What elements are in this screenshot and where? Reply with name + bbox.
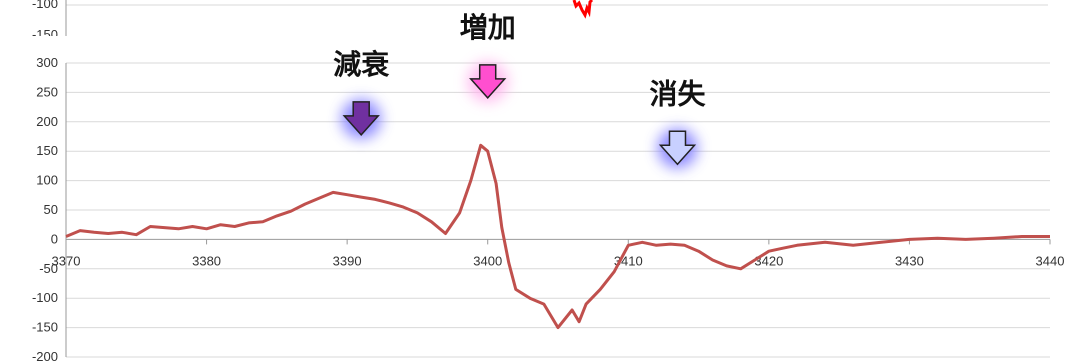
annotation: 消失 <box>649 77 706 169</box>
x-tick-label: 3430 <box>895 253 924 268</box>
y-tick-label: -200 <box>32 349 58 363</box>
x-tick-label: 3440 <box>1036 253 1065 268</box>
annotation: 減衰 <box>333 48 390 139</box>
series-line <box>65 143 1050 330</box>
y-tick-label: -150 <box>32 320 58 335</box>
y-tick-label: 50 <box>44 202 58 217</box>
y-tick-label: 0 <box>51 231 58 246</box>
x-tick-label: 3420 <box>754 253 783 268</box>
fragment-series-line <box>572 0 594 19</box>
y-tick-label: 200 <box>36 114 58 129</box>
x-tick-label: 3380 <box>192 253 221 268</box>
y-tick-label: -50 <box>39 261 58 276</box>
fragment-tick-label: -100 <box>32 0 58 11</box>
chart-background <box>0 36 1069 363</box>
y-tick-label: 300 <box>36 55 58 70</box>
x-tick-label: 3400 <box>473 253 502 268</box>
y-tick-label: 100 <box>36 173 58 188</box>
y-tick-label: 150 <box>36 143 58 158</box>
annotation-label: 増加 <box>460 11 516 44</box>
x-tick-label: 3370 <box>52 253 81 268</box>
annotation: 増加 <box>460 11 516 102</box>
y-tick-label: 250 <box>36 84 58 99</box>
annotation-label: 減衰 <box>333 48 390 81</box>
x-tick-label: 3390 <box>333 253 362 268</box>
down-arrow-icon <box>658 130 697 166</box>
top-chart-fragment: -100 -150 <box>32 0 1048 42</box>
down-arrow-icon <box>342 101 380 136</box>
annotation-label: 消失 <box>649 77 706 110</box>
down-arrow-icon <box>469 64 507 99</box>
y-tick-label: -100 <box>32 290 58 305</box>
gridlines <box>66 62 1050 358</box>
y-axis-tick-labels: 300 250 200 150 100 50 0 -50 -100 -150 -200 <box>32 55 58 363</box>
